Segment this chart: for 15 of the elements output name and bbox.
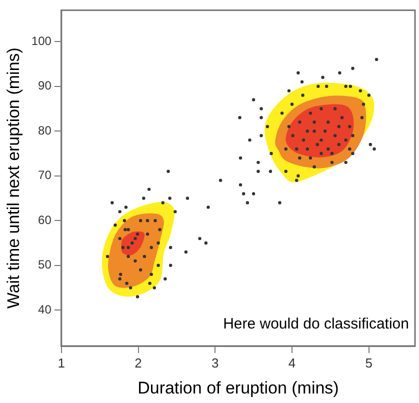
y-tick-label: 60 bbox=[38, 212, 52, 227]
x-tick-label: 4 bbox=[288, 355, 296, 370]
y-tick-label: 40 bbox=[38, 302, 52, 316]
y-tick-label: 50 bbox=[38, 258, 52, 272]
x-tick-label: 1 bbox=[58, 355, 66, 370]
x-tick-label: 3 bbox=[212, 355, 219, 370]
annotation: Here would do classification bbox=[223, 316, 409, 333]
y-axis-title: Wait time until next eruption (mins) bbox=[4, 48, 23, 309]
y-tick-label: 70 bbox=[38, 168, 52, 182]
x-axis-title: Duration of eruption (mins) bbox=[138, 378, 339, 398]
x-tick-label: 2 bbox=[134, 355, 142, 370]
y-tick-label: 90 bbox=[38, 78, 52, 93]
y-tick-label: 80 bbox=[38, 123, 52, 138]
x-tick-label: 5 bbox=[365, 355, 372, 370]
y-tick-label: 100 bbox=[31, 34, 52, 48]
